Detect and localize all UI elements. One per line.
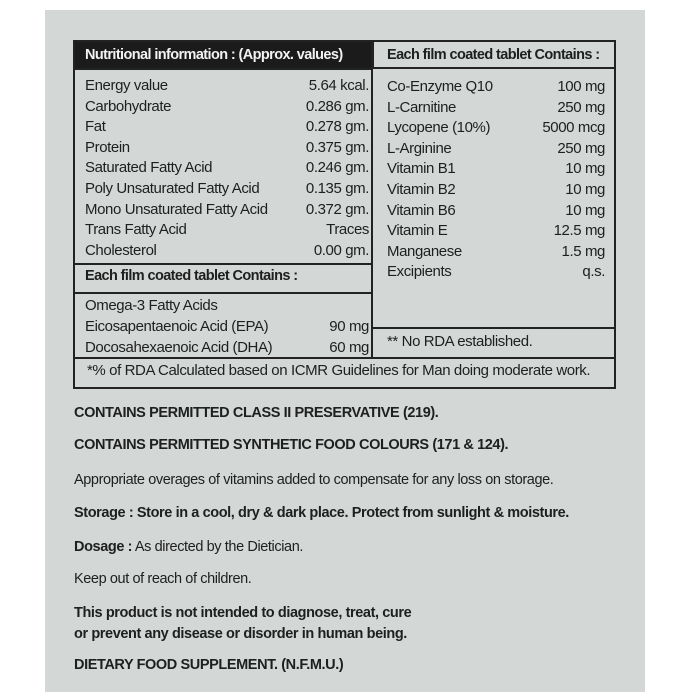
- row-value: 100 mg: [557, 78, 605, 95]
- column-divider: [371, 42, 373, 358]
- row-value: 1.5 mg: [561, 242, 606, 260]
- table-row: Trans Fatty Acid Traces: [85, 220, 369, 240]
- row-name: Co-Enzyme Q10: [387, 78, 493, 95]
- divider: [75, 292, 372, 294]
- row-name: Cholesterol: [85, 241, 157, 259]
- storage-statement: Storage : Store in a cool, dry & dark pl…: [74, 503, 569, 524]
- table-row: Eicosapentaenoic Acid (EPA) 90 mg: [85, 317, 369, 337]
- table-row: Excipients q.s.: [387, 262, 605, 282]
- table-row: Cholesterol 0.00 gm.: [85, 241, 369, 261]
- row-value: 12.5 mg: [553, 222, 606, 240]
- table-row: L-Arginine 250 mg: [387, 139, 605, 159]
- table-row: Protein 0.375 gm.: [85, 138, 369, 158]
- row-value: 0.372 gm.: [305, 200, 370, 218]
- divider: [372, 327, 614, 329]
- table-row: Carbohydrate 0.286 gm.: [85, 97, 369, 117]
- row-name: Docosahexaenoic Acid (DHA): [85, 339, 273, 356]
- row-name: Trans Fatty Acid: [85, 221, 187, 239]
- row-name: Vitamin E: [387, 222, 448, 240]
- row-value: 10 mg: [565, 201, 605, 219]
- row-name: Vitamin B1: [387, 160, 456, 178]
- table-row: Poly Unsaturated Fatty Acid 0.135 gm.: [85, 179, 369, 199]
- dosage-statement: Dosage : As directed by the Dietician.: [74, 537, 303, 558]
- dosage-label: Dosage :: [74, 539, 133, 555]
- storage-label: Storage :: [74, 505, 134, 521]
- row-value: 0.278 gm.: [305, 118, 370, 136]
- omega-title-text: Omega-3 Fatty Acids: [85, 297, 218, 314]
- table-row: Mono Unsaturated Fatty Acid 0.372 gm.: [85, 200, 369, 220]
- row-value: 0.135 gm.: [305, 180, 370, 197]
- table-row: Vitamin B1 10 mg: [387, 159, 605, 179]
- table-row: Vitamin B2 10 mg: [387, 180, 605, 200]
- disclaimer-line-2: or prevent any disease or disorder in hu…: [74, 626, 407, 642]
- row-name: L-Carnitine: [387, 98, 456, 116]
- children-warning: Keep out of reach of children.: [74, 571, 252, 587]
- colours-statement: CONTAINS PERMITTED SYNTHETIC FOOD COLOUR…: [74, 437, 509, 453]
- row-value: 0.00 gm.: [313, 241, 370, 259]
- tablet-header: Each film coated tablet Contains :: [372, 42, 614, 69]
- divider: [75, 68, 372, 70]
- row-value: 10 mg: [565, 181, 605, 198]
- nutrition-table: Nutritional information : (Approx. value…: [73, 40, 616, 389]
- row-value: 0.286 gm.: [305, 97, 370, 115]
- row-value: 0.375 gm.: [305, 138, 370, 156]
- row-name: Mono Unsaturated Fatty Acid: [85, 200, 268, 218]
- rda-footnote: *% of RDA Calculated based on ICMR Guide…: [87, 362, 591, 379]
- row-name: Lycopene (10%): [387, 119, 491, 137]
- table-row: Co-Enzyme Q10 100 mg: [387, 77, 605, 97]
- omega-header: Each film coated tablet Contains :: [85, 268, 298, 284]
- row-name: Carbohydrate: [85, 97, 172, 115]
- row-name: Energy value: [85, 77, 168, 94]
- table-row: Vitamin B6 10 mg: [387, 201, 605, 221]
- row-value: 10 mg: [565, 160, 605, 178]
- table-row: Lycopene (10%) 5000 mcg: [387, 118, 605, 138]
- table-row: Vitamin E 12.5 mg: [387, 221, 605, 241]
- row-name: Manganese: [387, 242, 462, 260]
- nutrition-header: Nutritional information : (Approx. value…: [75, 42, 372, 69]
- row-name: Poly Unsaturated Fatty Acid: [85, 180, 260, 197]
- row-value: q.s.: [582, 263, 605, 281]
- row-value: 250 mg: [557, 98, 605, 116]
- dosage-text: As directed by the Dietician.: [132, 539, 304, 555]
- row-value: 250 mg: [557, 139, 605, 157]
- row-value: 5.64 kcal.: [308, 77, 370, 94]
- table-row: L-Carnitine 250 mg: [387, 98, 605, 118]
- row-name: Saturated Fatty Acid: [85, 159, 213, 177]
- row-name: Vitamin B2: [387, 181, 456, 198]
- row-value: 0.246 gm.: [305, 159, 370, 177]
- row-name: Fat: [85, 118, 106, 136]
- row-name: Excipients: [387, 263, 452, 281]
- divider: [75, 357, 614, 359]
- overages-statement: Appropriate overages of vitamins added t…: [74, 472, 554, 488]
- product-label: [45, 10, 645, 692]
- rda-note: ** No RDA established.: [387, 333, 533, 350]
- disclaimer-line-1: This product is not intended to diagnose…: [74, 605, 412, 621]
- row-value: 90 mg: [329, 318, 369, 335]
- table-row: Manganese 1.5 mg: [387, 242, 605, 262]
- table-row: Fat 0.278 gm.: [85, 117, 369, 137]
- row-value: Traces: [326, 221, 369, 239]
- storage-text: Store in a cool, dry & dark place. Prote…: [133, 505, 569, 521]
- table-row: Energy value 5.64 kcal.: [85, 76, 369, 96]
- row-name: Eicosapentaenoic Acid (EPA): [85, 318, 269, 335]
- omega-title: Omega-3 Fatty Acids: [85, 296, 369, 316]
- row-name: Protein: [85, 138, 130, 156]
- table-row: Saturated Fatty Acid 0.246 gm.: [85, 158, 369, 178]
- row-name: L-Arginine: [387, 139, 452, 157]
- supplement-statement: DIETARY FOOD SUPPLEMENT. (N.F.M.U.): [74, 657, 344, 673]
- row-value: 60 mg: [329, 339, 369, 356]
- preservative-statement: CONTAINS PERMITTED CLASS II PRESERVATIVE…: [74, 405, 439, 421]
- table-row: Docosahexaenoic Acid (DHA) 60 mg: [85, 338, 369, 358]
- row-value: 5000 mcg: [542, 119, 605, 137]
- row-name: Vitamin B6: [387, 201, 456, 219]
- divider: [75, 263, 372, 265]
